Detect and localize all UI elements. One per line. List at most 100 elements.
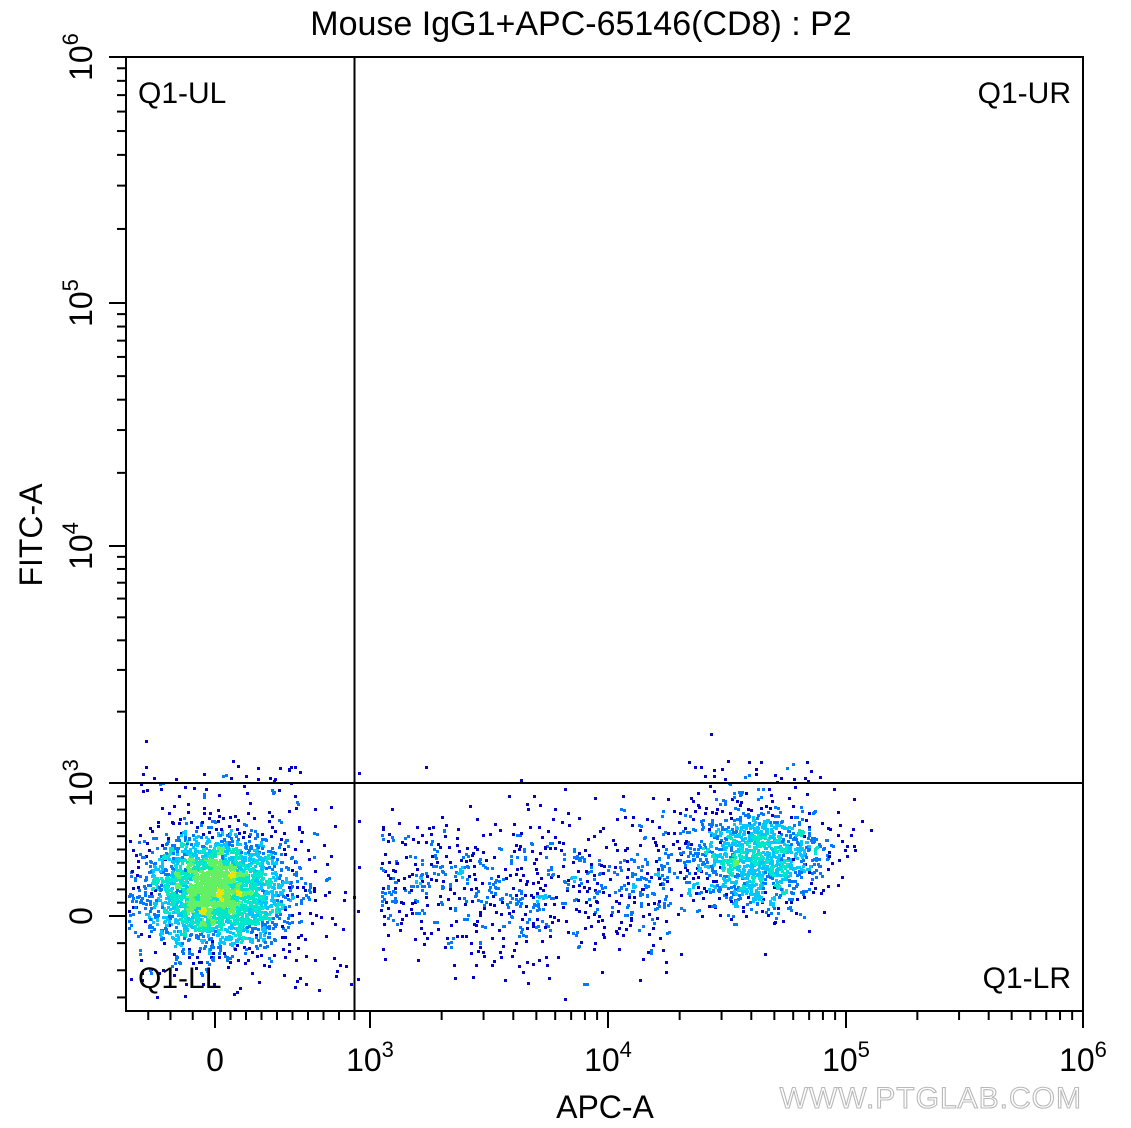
event-dot bbox=[708, 905, 711, 908]
event-dot bbox=[618, 902, 621, 905]
event-dot bbox=[180, 834, 183, 837]
event-dot bbox=[515, 873, 518, 876]
event-dot bbox=[527, 982, 530, 985]
event-dot bbox=[437, 903, 440, 906]
event-dot bbox=[418, 912, 421, 915]
event-dot bbox=[532, 896, 535, 899]
event-dot bbox=[623, 809, 626, 812]
event-dot bbox=[665, 961, 668, 964]
event-dot bbox=[192, 834, 195, 837]
event-dot bbox=[174, 945, 177, 948]
event-dot bbox=[771, 831, 774, 834]
event-dot bbox=[166, 911, 169, 914]
event-dot bbox=[255, 844, 258, 847]
event-dot bbox=[474, 846, 477, 849]
event-dot bbox=[184, 917, 187, 920]
event-dot bbox=[692, 899, 695, 902]
event-dot bbox=[650, 949, 653, 952]
event-dot bbox=[412, 838, 415, 841]
event-dot bbox=[421, 859, 424, 862]
event-dot bbox=[280, 903, 283, 906]
event-dot bbox=[780, 858, 783, 861]
event-dot bbox=[233, 863, 236, 866]
event-dot bbox=[186, 866, 189, 869]
event-dot bbox=[280, 869, 283, 872]
event-dot bbox=[800, 876, 803, 879]
event-dot bbox=[218, 815, 221, 818]
event-dot bbox=[777, 807, 780, 810]
event-dot bbox=[732, 902, 735, 905]
event-dot bbox=[747, 871, 750, 874]
event-dot bbox=[455, 920, 458, 923]
event-dot bbox=[630, 913, 633, 916]
event-dot bbox=[392, 839, 395, 842]
event-dot bbox=[267, 886, 270, 889]
event-dot bbox=[154, 889, 157, 892]
event-dot bbox=[210, 897, 213, 900]
event-dot bbox=[493, 960, 496, 963]
event-dot bbox=[701, 853, 704, 856]
event-dot bbox=[204, 897, 207, 900]
event-dot bbox=[177, 847, 180, 850]
event-dot bbox=[236, 898, 239, 901]
event-dot bbox=[546, 845, 549, 848]
event-dot bbox=[273, 899, 276, 902]
event-dot bbox=[758, 832, 761, 835]
event-dot bbox=[725, 828, 728, 831]
event-dot bbox=[516, 856, 519, 859]
event-dot bbox=[796, 857, 799, 860]
event-dot bbox=[295, 872, 298, 875]
event-dot bbox=[750, 889, 753, 892]
event-dot bbox=[710, 825, 713, 828]
event-dot bbox=[412, 885, 415, 888]
event-dot bbox=[407, 835, 410, 838]
event-dot bbox=[695, 892, 698, 895]
event-dot bbox=[710, 834, 713, 837]
event-dot bbox=[276, 910, 279, 913]
event-dot bbox=[775, 869, 778, 872]
event-dot bbox=[245, 884, 248, 887]
event-dot bbox=[226, 959, 229, 962]
event-dot bbox=[135, 854, 138, 857]
event-dot bbox=[275, 908, 278, 911]
event-dot bbox=[287, 881, 290, 884]
event-dot bbox=[853, 798, 856, 801]
event-dot bbox=[160, 884, 163, 887]
event-dot bbox=[223, 863, 226, 866]
event-dot bbox=[274, 852, 277, 855]
event-dot bbox=[439, 866, 442, 869]
event-dot bbox=[697, 869, 700, 872]
event-dot bbox=[711, 867, 714, 870]
event-dot bbox=[267, 891, 270, 894]
event-dot bbox=[499, 951, 502, 954]
event-dot bbox=[748, 836, 751, 839]
event-dot bbox=[139, 901, 142, 904]
event-dot bbox=[730, 849, 733, 852]
event-dot bbox=[715, 847, 718, 850]
event-dot bbox=[637, 866, 640, 869]
event-dot bbox=[247, 959, 250, 962]
event-dot bbox=[551, 874, 554, 877]
event-dot bbox=[275, 914, 278, 917]
event-dot bbox=[201, 872, 204, 875]
event-dot bbox=[776, 887, 779, 890]
event-dot bbox=[185, 872, 188, 875]
event-dot bbox=[696, 867, 699, 870]
event-dot bbox=[790, 891, 793, 894]
event-dot bbox=[223, 843, 226, 846]
event-dot bbox=[491, 964, 494, 967]
event-dot bbox=[800, 834, 803, 837]
event-dot bbox=[772, 855, 775, 858]
event-dot bbox=[745, 891, 748, 894]
event-dot bbox=[178, 961, 181, 964]
event-dot bbox=[153, 906, 156, 909]
event-dot bbox=[204, 855, 207, 858]
event-dot bbox=[205, 877, 208, 880]
event-dot bbox=[445, 824, 448, 827]
event-dot bbox=[757, 843, 760, 846]
event-dot bbox=[284, 853, 287, 856]
event-dot bbox=[466, 865, 469, 868]
event-dot bbox=[239, 865, 242, 868]
event-dot bbox=[760, 880, 763, 883]
event-dot bbox=[490, 891, 493, 894]
